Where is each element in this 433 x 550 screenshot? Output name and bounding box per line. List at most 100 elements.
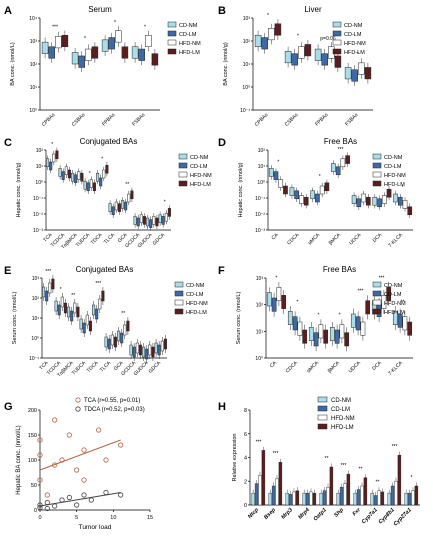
box-mark <box>314 48 322 61</box>
legend-swatch <box>174 290 184 297</box>
x-tick-label: Mrp4 <box>297 507 311 521</box>
box-mark <box>86 182 90 192</box>
legend-label: CD-NM <box>344 23 363 29</box>
x-tick-label: UDCA <box>348 232 363 247</box>
legend-swatch <box>372 299 382 306</box>
y-tick-label: 10¹ <box>36 164 44 170</box>
box-mark <box>355 316 361 331</box>
box-mark <box>136 217 140 227</box>
bar <box>329 466 334 506</box>
legend-swatch <box>317 396 328 403</box>
x-tick-label: Fxr <box>352 507 363 518</box>
box-mark <box>304 44 312 57</box>
legend-swatch <box>372 162 382 169</box>
box-mark <box>85 314 89 326</box>
significance-label: * <box>277 160 279 166</box>
box-mark <box>310 190 315 200</box>
box-mark <box>287 311 293 325</box>
box-mark <box>299 195 304 204</box>
box-mark <box>55 36 62 49</box>
box-mark <box>58 168 62 177</box>
panel-d: D Free BAs Hepatic conc. (nmol/g) 10⁻³ 10⁻² 1… <box>218 137 413 249</box>
x-tick-label: TLCA <box>99 360 113 374</box>
y-tick-label: 10⁴ <box>29 16 37 22</box>
box-mark <box>313 332 319 347</box>
box-mark <box>48 46 55 59</box>
x-tick-label: 5 <box>75 515 78 521</box>
tca-point <box>81 447 87 453</box>
legend-swatch <box>174 299 184 306</box>
significance-label: *** <box>392 444 398 450</box>
legend-swatch <box>178 162 188 169</box>
y-tick-label: 10² <box>256 303 264 309</box>
y-tick-label: 150 <box>28 433 37 439</box>
bar <box>339 486 344 506</box>
box-mark <box>340 158 346 168</box>
y-tick-label: 10⁻¹ <box>33 196 43 202</box>
bar <box>302 492 306 506</box>
legend-label: TDCA (r=0.52, p=0.03) <box>84 407 145 413</box>
bar <box>380 491 385 506</box>
panel-title: Conjugated BAs <box>80 137 138 146</box>
tca-point <box>37 452 43 458</box>
y-tick-label: 10⁻² <box>255 212 265 218</box>
y-axis-label: Serum conc. (nmol/L) <box>12 292 18 345</box>
significance-label: * <box>402 185 404 191</box>
x-tick-label: αMCA <box>307 232 322 247</box>
box-mark <box>145 35 152 47</box>
legend-label: HFD-LM <box>190 182 211 188</box>
bar <box>288 494 293 506</box>
legend-label: HFD-NM <box>384 301 406 307</box>
box-mark <box>117 203 121 212</box>
panel-title: Serum <box>88 5 112 14</box>
box-mark <box>135 342 139 354</box>
bar <box>261 450 266 506</box>
box-mark <box>356 198 362 208</box>
box-mark <box>163 338 167 350</box>
x-tick-label: CSBAs <box>71 112 87 128</box>
significance-label: ** <box>359 467 363 473</box>
y-tick-label: 10³ <box>32 276 40 282</box>
box-mark <box>113 336 117 348</box>
box-mark <box>271 297 277 312</box>
box-mark <box>92 304 96 316</box>
box-mark <box>48 282 52 294</box>
x-tick-label: 10 <box>110 515 116 521</box>
box-mark <box>158 214 162 224</box>
x-tick-label: TCA <box>42 232 54 244</box>
legend-swatch <box>75 397 81 403</box>
y-tick-label: 10⁻² <box>33 212 43 218</box>
tca-point <box>52 462 58 468</box>
box-mark <box>393 193 398 203</box>
box-mark <box>377 198 382 208</box>
box-mark <box>80 172 84 182</box>
bar <box>404 492 408 506</box>
x-tick-label: FSBAs <box>131 112 147 128</box>
panel-a: A Serum BA conc. (nmol/L) 10⁰ 10¹ 10² 10³ 10⁴ CP… <box>4 5 201 128</box>
box-mark <box>142 346 146 358</box>
x-tick-label: Shp <box>333 507 345 519</box>
y-tick-label: 2 <box>244 479 247 485</box>
x-tick-label: TUDCA <box>75 232 92 249</box>
panel-b: B Liver BA conc. (nmol/g) 10⁻¹ 10⁰ 10¹ 10² 10³ C… <box>218 5 373 128</box>
x-tick-label: Bsep <box>263 507 277 521</box>
significance-label: * <box>357 52 359 58</box>
y-tick-label: 4 <box>244 456 247 462</box>
panel-letter: B <box>218 5 226 17</box>
box-mark <box>129 344 133 356</box>
box-mark <box>351 69 358 82</box>
y-tick-label: 10⁰ <box>31 336 39 342</box>
box-mark <box>101 290 105 302</box>
y-tick-label: 50 <box>31 483 37 489</box>
bar <box>387 492 391 506</box>
bar <box>336 492 340 506</box>
box-mark <box>115 30 122 43</box>
box-mark <box>67 169 71 179</box>
legend-label: CD-NM <box>190 155 209 161</box>
x-tick-label: Oatp1 <box>313 507 328 522</box>
box-mark <box>151 346 155 358</box>
legend-swatch <box>178 180 188 187</box>
tca-point <box>59 457 65 463</box>
bar <box>373 495 378 506</box>
box-mark <box>88 320 92 332</box>
